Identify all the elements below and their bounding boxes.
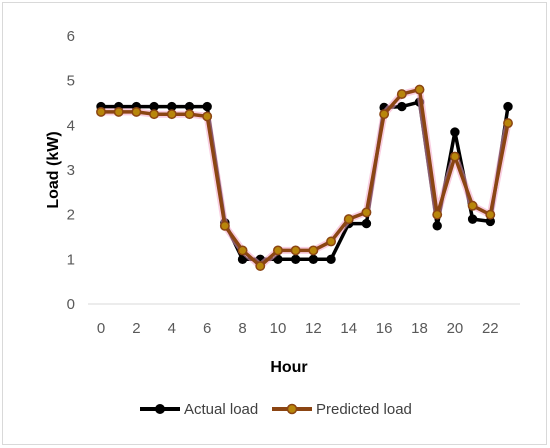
data-point-actual[interactable] bbox=[202, 101, 212, 112]
data-point-predicted[interactable] bbox=[184, 109, 195, 120]
data-point-predicted[interactable] bbox=[485, 209, 496, 220]
data-point-actual[interactable] bbox=[290, 254, 301, 265]
y-tick-label: 1 bbox=[67, 251, 75, 268]
legend-marker-predicted bbox=[286, 403, 298, 415]
series-group bbox=[96, 84, 513, 271]
data-point-actual[interactable] bbox=[397, 101, 407, 112]
data-point-actual[interactable] bbox=[503, 101, 513, 112]
data-point-predicted[interactable] bbox=[113, 106, 124, 117]
chart-area bbox=[2, 2, 547, 445]
legend-item-predicted[interactable]: Predicted load bbox=[272, 401, 412, 418]
y-tick-label: 3 bbox=[67, 162, 75, 179]
data-point-predicted[interactable] bbox=[290, 245, 301, 256]
legend: Actual load Predicted load bbox=[140, 401, 412, 418]
data-point-predicted[interactable] bbox=[202, 111, 213, 122]
data-point-predicted[interactable] bbox=[343, 214, 354, 225]
data-point-actual[interactable] bbox=[308, 254, 319, 265]
x-axis-title: Hour bbox=[270, 359, 307, 376]
data-point-predicted[interactable] bbox=[219, 220, 230, 231]
y-tick-label: 4 bbox=[67, 117, 75, 134]
y-axis-title: Load (kW) bbox=[45, 131, 62, 208]
legend-label-predicted: Predicted load bbox=[316, 401, 412, 418]
data-point-predicted[interactable] bbox=[237, 245, 248, 256]
y-tick-label: 6 bbox=[67, 28, 75, 45]
data-point-predicted[interactable] bbox=[273, 245, 283, 256]
data-point-predicted[interactable] bbox=[432, 209, 443, 220]
data-point-actual[interactable] bbox=[432, 221, 442, 231]
data-point-actual[interactable] bbox=[450, 127, 460, 137]
data-point-predicted[interactable] bbox=[149, 109, 160, 120]
data-point-predicted[interactable] bbox=[255, 261, 266, 271]
data-point-predicted[interactable] bbox=[96, 106, 106, 117]
data-point-actual[interactable] bbox=[326, 254, 336, 265]
data-point-predicted[interactable] bbox=[503, 118, 513, 129]
data-point-predicted[interactable] bbox=[379, 109, 390, 120]
x-tick-label: 4 bbox=[168, 320, 176, 337]
data-point-predicted[interactable] bbox=[467, 200, 478, 211]
legend-item-actual[interactable]: Actual load bbox=[140, 401, 258, 418]
x-tick-label: 16 bbox=[376, 320, 393, 337]
x-tick-label: 20 bbox=[447, 320, 464, 337]
x-tick-label: 14 bbox=[340, 320, 357, 337]
data-point-actual[interactable] bbox=[361, 218, 372, 229]
x-tick-label: 8 bbox=[238, 320, 246, 337]
x-tick-label: 2 bbox=[132, 320, 140, 337]
y-tick-label: 5 bbox=[67, 73, 75, 90]
data-point-predicted[interactable] bbox=[414, 84, 425, 95]
data-point-actual[interactable] bbox=[467, 214, 478, 224]
data-point-predicted[interactable] bbox=[131, 106, 142, 117]
x-tick-label: 22 bbox=[482, 320, 499, 337]
x-axis-ticks: 0 2 4 6 8 10 12 14 16 18 20 22 bbox=[97, 320, 499, 337]
x-tick-label: 12 bbox=[305, 320, 322, 337]
x-tick-label: 0 bbox=[97, 320, 105, 337]
data-point-predicted[interactable] bbox=[361, 207, 372, 218]
y-tick-label: 2 bbox=[67, 207, 75, 224]
data-point-predicted[interactable] bbox=[449, 151, 460, 162]
data-point-predicted[interactable] bbox=[396, 89, 407, 100]
data-point-predicted[interactable] bbox=[326, 236, 336, 247]
data-point-predicted[interactable] bbox=[166, 109, 177, 120]
y-axis-ticks: 0 1 2 3 4 5 6 bbox=[67, 28, 75, 313]
legend-marker-actual bbox=[155, 404, 165, 414]
x-tick-label: 18 bbox=[411, 320, 428, 337]
y-tick-label: 0 bbox=[67, 296, 75, 313]
data-point-predicted[interactable] bbox=[308, 245, 319, 256]
x-tick-label: 6 bbox=[203, 320, 211, 337]
x-tick-label: 10 bbox=[270, 320, 287, 337]
legend-label-actual: Actual load bbox=[184, 401, 258, 418]
